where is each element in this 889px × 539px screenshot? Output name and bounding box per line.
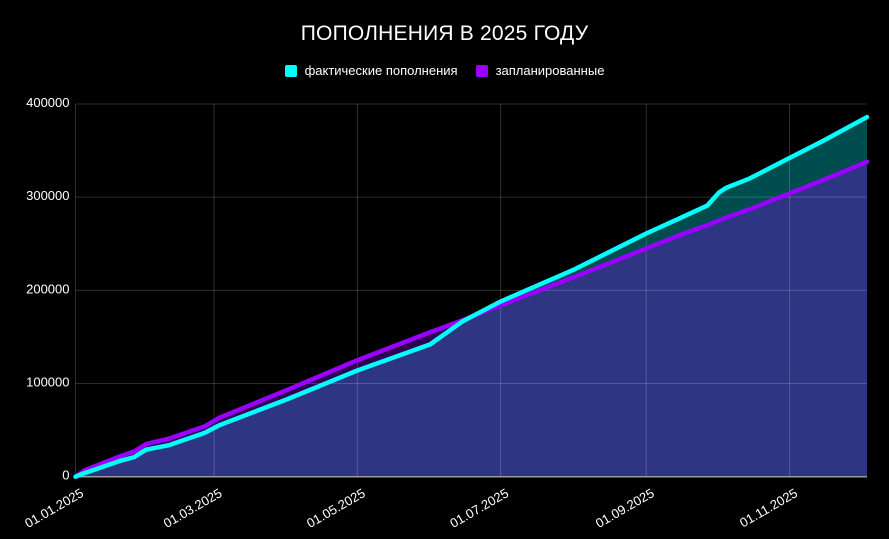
y-tick-label: 0: [62, 468, 69, 483]
x-tick-label: 01.07.2025: [447, 485, 511, 531]
legend-label-actual: фактические пополнения: [304, 63, 458, 78]
legend-item-planned[interactable]: запланированные: [475, 63, 605, 78]
chart-title: ПОПОЛНЕНИЯ В 2025 ГОДУ: [300, 22, 589, 45]
legend-label-planned: запланированные: [495, 63, 605, 78]
legend: фактические пополнения запланированные: [0, 63, 889, 78]
x-tick-label: 01.11.2025: [737, 485, 800, 530]
y-tick-label: 400000: [26, 95, 69, 110]
y-tick-label: 200000: [26, 281, 69, 296]
legend-swatch-actual: [284, 64, 297, 77]
x-tick-label: 01.09.2025: [593, 485, 657, 531]
actual-line: [73, 114, 870, 479]
x-tick-label: 01.05.2025: [304, 485, 368, 531]
legend-swatch-planned: [475, 64, 488, 77]
y-tick-label: 300000: [26, 188, 69, 203]
x-tick-label: 01.01.2025: [22, 485, 86, 531]
x-tick-label: 01.03.2025: [161, 485, 225, 531]
legend-item-actual[interactable]: фактические пополнения: [284, 63, 458, 78]
y-tick-label: 100000: [26, 375, 69, 390]
